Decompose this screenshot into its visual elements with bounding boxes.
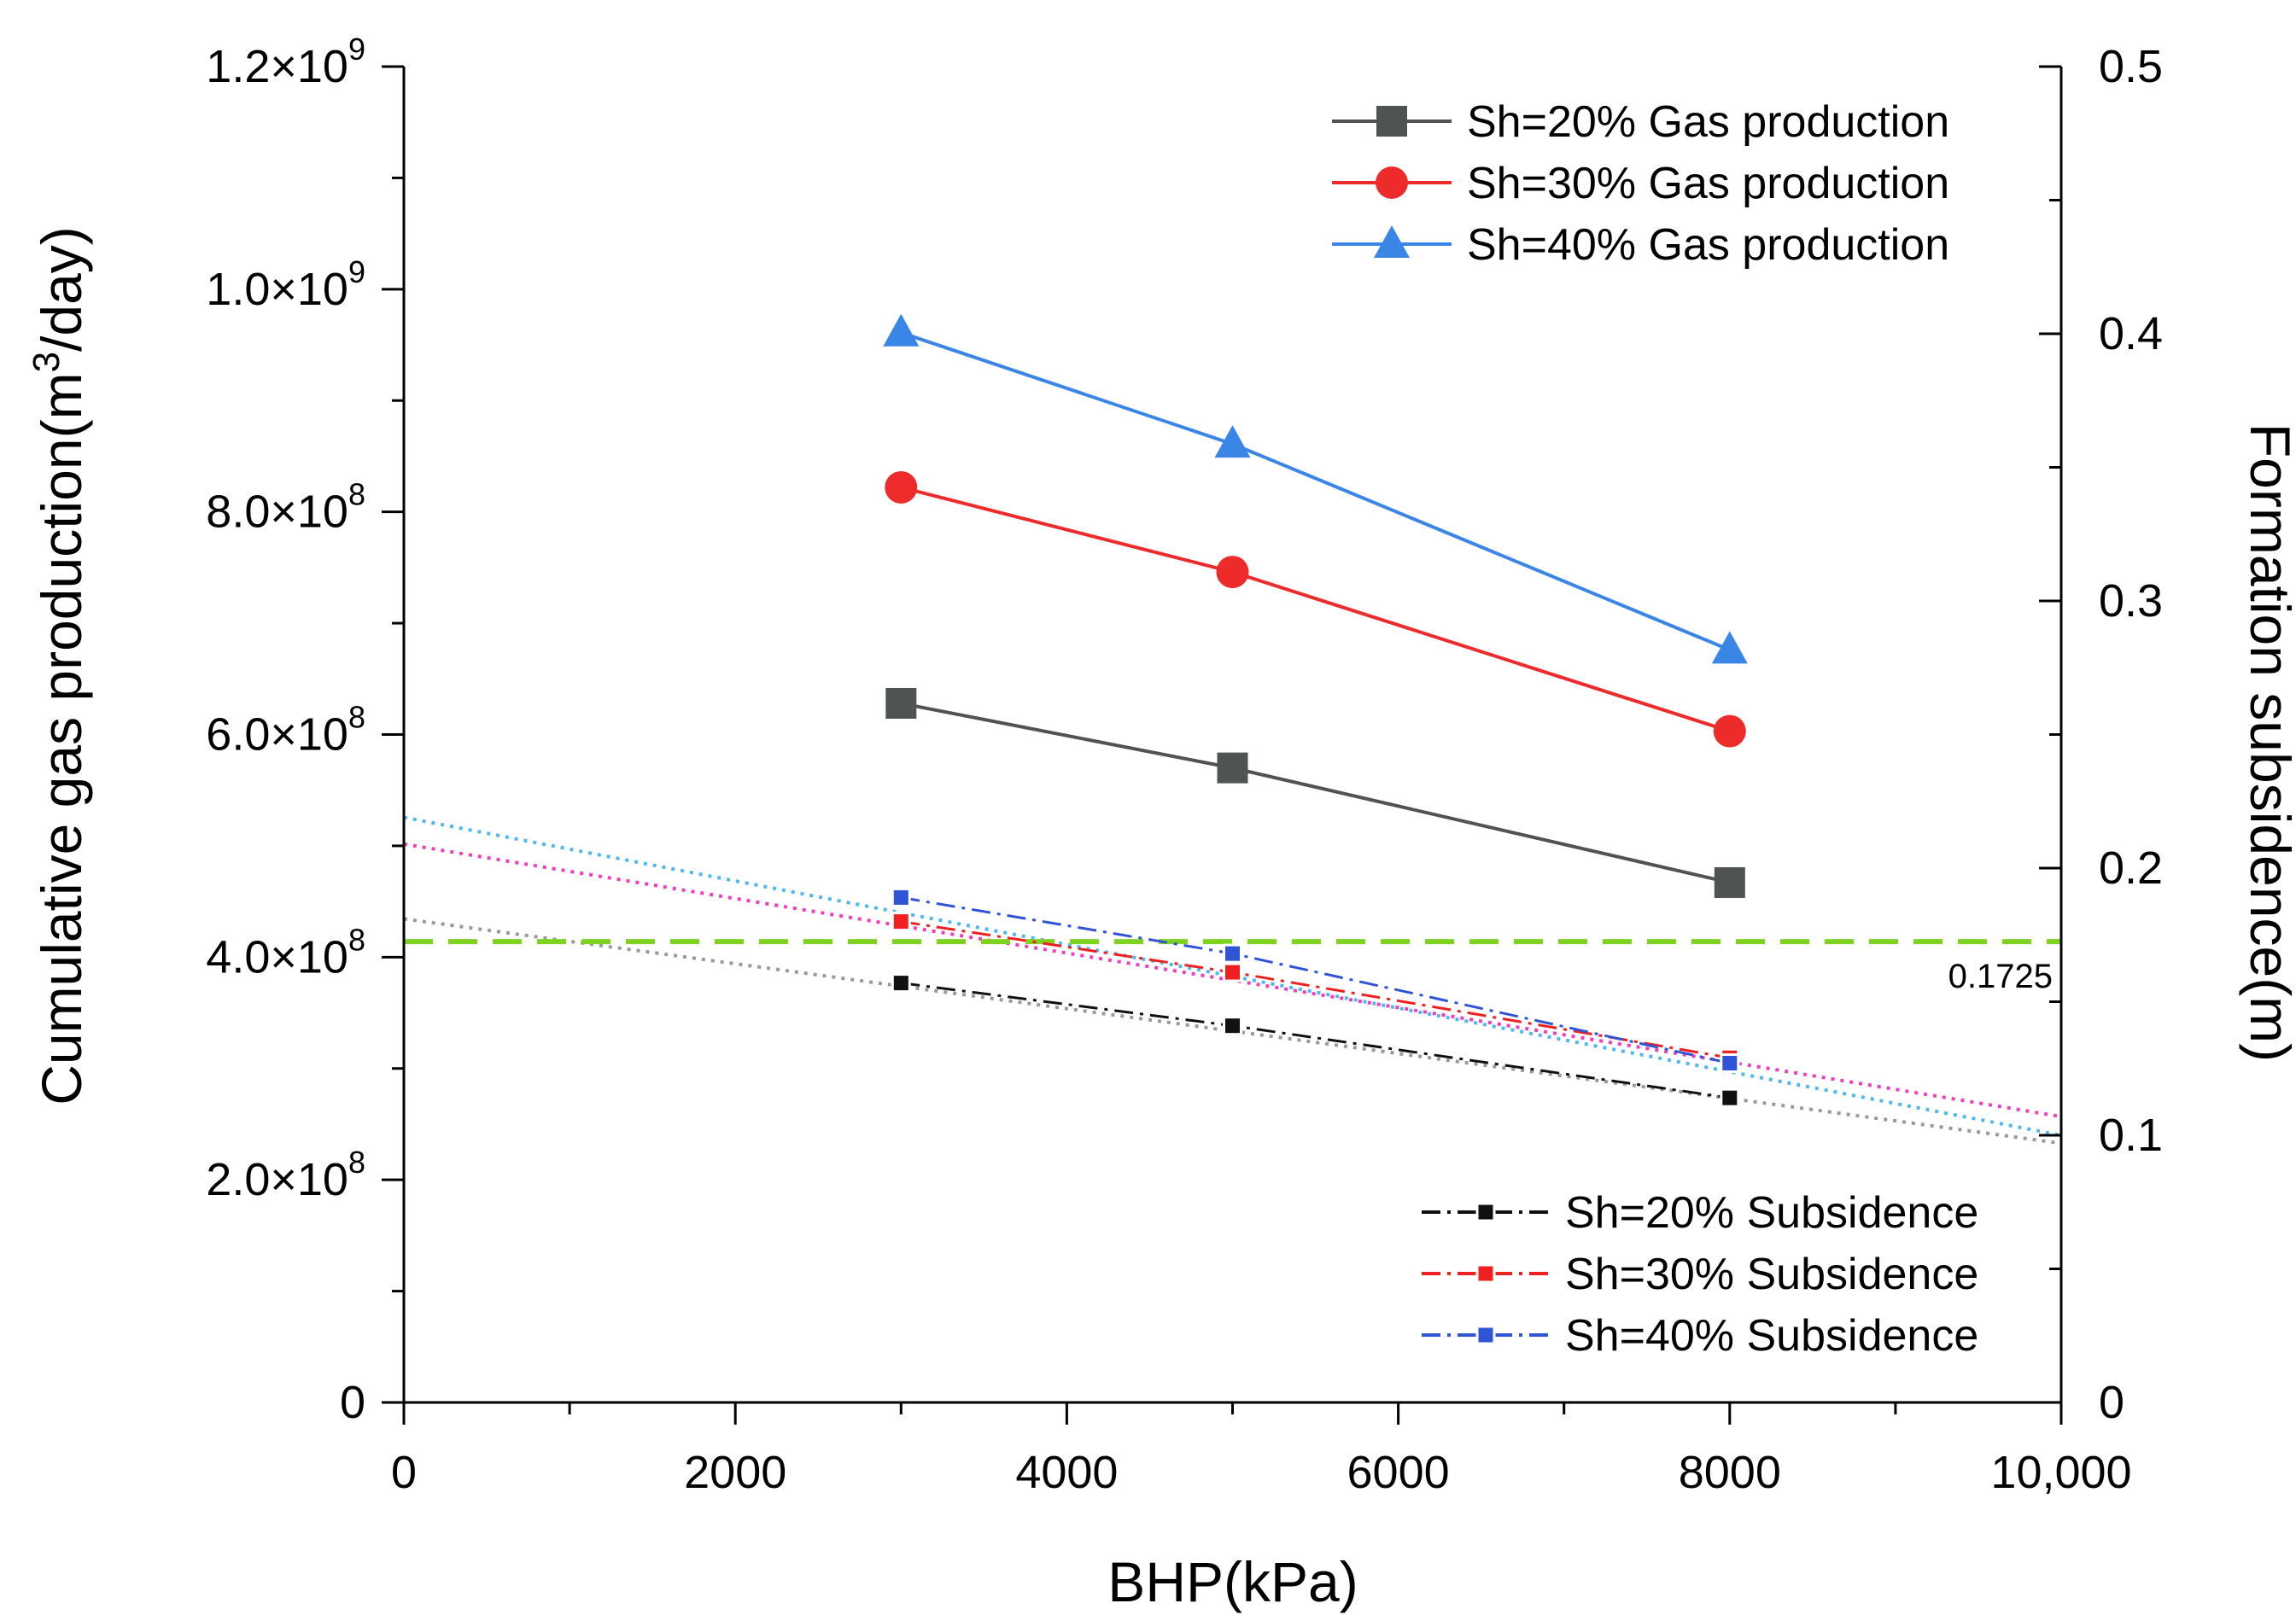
- reference-line-layer: 0.1725: [404, 939, 2061, 995]
- data-point: [1711, 631, 1748, 664]
- y2-tick-label: 0.2: [2099, 842, 2163, 894]
- legend-marker: [1374, 225, 1410, 258]
- y-axis-title-superscript: 3: [26, 352, 67, 372]
- data-point: [883, 313, 920, 347]
- data-point: [891, 887, 911, 907]
- y2-tick-label: 0.1: [2099, 1110, 2163, 1161]
- y-axis-title-suffix: /day): [30, 226, 93, 352]
- x-axis-title: BHP(kPa): [1107, 1550, 1358, 1613]
- x-tick-label: 0: [391, 1447, 417, 1498]
- y-tick-label: 1.2×109: [206, 32, 365, 92]
- y-tick-mantissa: 4.0×10: [206, 931, 348, 982]
- legend-gas-item: Sh=30% Gas production: [1332, 159, 1949, 208]
- legend-label: Sh=30% Subsidence: [1565, 1250, 1978, 1299]
- y-tick-label: 8.0×108: [206, 477, 365, 538]
- y2-tick-label: 0: [2099, 1377, 2124, 1428]
- y-axis-title-prefix: Cumulative gas production(m: [30, 372, 93, 1105]
- y-tick-mantissa: 1.2×10: [206, 41, 348, 92]
- data-point: [1217, 752, 1248, 784]
- axes-layer: 0 2000 4000 6000 8000 10,00002.0×1084.0×1086.…: [206, 32, 2163, 1498]
- y-tick-mantissa: 6.0×10: [206, 709, 348, 761]
- x-tick-label: 10,000: [1990, 1447, 2131, 1498]
- legend-layer: Sh=20% Gas production Sh=30% Gas producti…: [1332, 97, 1978, 1361]
- legend-label: Sh=20% Gas production: [1467, 97, 1949, 147]
- y2-axis-title: Formation subsidence(m): [2239, 423, 2296, 1062]
- y2-tick-label: 0.3: [2099, 575, 2163, 627]
- y2-tick-label: 0.5: [2099, 41, 2163, 92]
- x-tick-label: 8000: [1679, 1447, 1781, 1498]
- legend-subsidence-item: Sh=40% Subsidence: [1422, 1311, 1978, 1361]
- legend-label: Sh=30% Gas production: [1467, 159, 1949, 208]
- y-tick-mantissa: 0: [340, 1377, 365, 1428]
- y-axis-title: Cumulative gas production(m3/day): [26, 226, 93, 1105]
- y-tick-label: 4.0×108: [206, 922, 365, 982]
- legend-marker: [1475, 1263, 1496, 1284]
- data-point: [1720, 1087, 1740, 1108]
- x-tick-label: 6000: [1347, 1447, 1450, 1498]
- legend-gas-item: Sh=40% Gas production: [1332, 220, 1949, 270]
- series-sh-20-subsidence: [891, 973, 1740, 1108]
- series-sh-20-gas-production: [885, 687, 1745, 898]
- y-tick-exponent: 9: [348, 32, 365, 67]
- y-tick-exponent: 8: [348, 922, 365, 957]
- series-sh-40-gas-production: [883, 313, 1748, 664]
- y-tick-label: 0: [340, 1377, 365, 1428]
- legend-subsidence-item: Sh=20% Subsidence: [1422, 1188, 1978, 1238]
- data-point: [1713, 714, 1746, 748]
- data-point: [891, 912, 911, 932]
- data-point: [1720, 1052, 1740, 1073]
- series-line: [900, 330, 1731, 652]
- data-point: [885, 687, 917, 719]
- reference-line-label: 0.1725: [1948, 958, 2053, 995]
- y-tick-label: 6.0×108: [206, 700, 365, 761]
- y-tick-exponent: 8: [348, 1145, 365, 1180]
- legend-marker: [1376, 106, 1407, 137]
- data-point: [1216, 556, 1249, 589]
- data-point: [1223, 1016, 1242, 1036]
- data-point: [1214, 425, 1251, 458]
- series-sh-30-gas-production: [885, 470, 1746, 748]
- y-tick-exponent: 8: [348, 700, 365, 735]
- legend-label: Sh=40% Subsidence: [1565, 1311, 1978, 1361]
- legend-label: Sh=40% Gas production: [1467, 220, 1949, 270]
- y-tick-mantissa: 2.0×10: [206, 1154, 348, 1205]
- data-point: [1714, 866, 1745, 898]
- data-point: [1223, 962, 1242, 982]
- y-tick-label: 1.0×109: [206, 254, 365, 315]
- series-sh-40-subsidence: [891, 887, 1740, 1073]
- legend-marker: [1475, 1202, 1496, 1222]
- data-point: [1223, 943, 1242, 964]
- trendline-sh-30-subsidence-trend: [403, 842, 2062, 1119]
- series-line: [900, 486, 1731, 733]
- legend-subsidence-item: Sh=30% Subsidence: [1422, 1250, 1978, 1299]
- y-tick-mantissa: 8.0×10: [206, 487, 348, 538]
- y-tick-mantissa: 1.0×10: [206, 264, 348, 315]
- data-point: [885, 470, 918, 504]
- y-tick-exponent: 9: [348, 254, 365, 289]
- legend-marker: [1475, 1325, 1496, 1345]
- data-point: [891, 973, 911, 994]
- y-tick-exponent: 8: [348, 477, 365, 512]
- legend-marker: [1376, 166, 1408, 199]
- series-layer: [883, 313, 1748, 1108]
- legend-label: Sh=20% Subsidence: [1565, 1188, 1978, 1238]
- y2-tick-label: 0.4: [2099, 308, 2163, 359]
- y-tick-label: 2.0×108: [206, 1145, 365, 1205]
- series-line: [900, 702, 1731, 884]
- series-line: [901, 895, 1731, 1064]
- x-tick-label: 2000: [684, 1447, 786, 1498]
- legend-gas-item: Sh=20% Gas production: [1332, 97, 1949, 147]
- x-tick-label: 4000: [1015, 1447, 1118, 1498]
